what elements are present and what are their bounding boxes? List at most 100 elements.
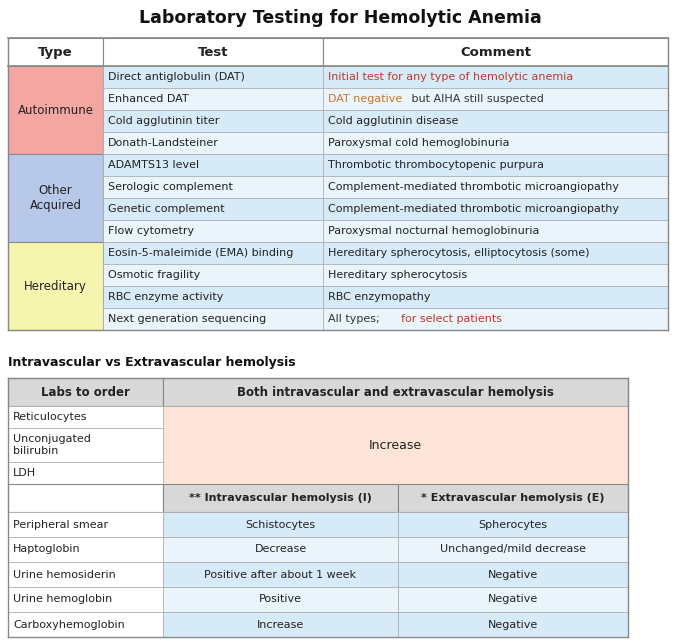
Bar [323, 154, 668, 176]
Bar [8, 512, 163, 537]
Text: Flow cytometry: Flow cytometry [108, 226, 194, 236]
Text: DAT negative: DAT negative [328, 94, 403, 104]
Bar [398, 562, 628, 587]
Text: All types;: All types; [328, 314, 383, 324]
Text: Test: Test [198, 46, 228, 59]
Text: Cold agglutinin disease: Cold agglutinin disease [328, 116, 458, 126]
Bar [103, 220, 323, 242]
Bar [398, 537, 628, 562]
Text: Cold agglutinin titer: Cold agglutinin titer [108, 116, 220, 126]
Bar [103, 154, 323, 176]
Text: for select patients: for select patients [401, 314, 503, 324]
Text: * Extravascular hemolysis (E): * Extravascular hemolysis (E) [421, 493, 605, 503]
Bar [323, 88, 668, 110]
Text: RBC enzyme activity: RBC enzyme activity [108, 292, 223, 302]
Bar [8, 537, 163, 562]
Bar [323, 132, 668, 154]
Text: Type: Type [38, 46, 73, 59]
Bar [8, 66, 103, 154]
Bar [163, 562, 398, 587]
Text: Increase: Increase [257, 620, 304, 629]
Text: Enhanced DAT: Enhanced DAT [108, 94, 188, 104]
Text: Comment: Comment [460, 46, 531, 59]
Text: Negative: Negative [488, 594, 538, 605]
Text: Unchanged/mild decrease: Unchanged/mild decrease [440, 544, 586, 554]
Bar [8, 154, 103, 242]
Bar [323, 220, 668, 242]
Text: Spherocytes: Spherocytes [479, 520, 547, 529]
Text: Other
Acquired: Other Acquired [29, 184, 82, 212]
Text: Direct antiglobulin (DAT): Direct antiglobulin (DAT) [108, 72, 245, 82]
Bar [163, 512, 398, 537]
Text: Serologic complement: Serologic complement [108, 182, 233, 192]
Bar [8, 406, 163, 428]
Text: Hereditary spherocytosis: Hereditary spherocytosis [328, 270, 467, 280]
Bar [323, 110, 668, 132]
Text: ** Intravascular hemolysis (I): ** Intravascular hemolysis (I) [189, 493, 372, 503]
Bar [103, 264, 323, 286]
Text: Urine hemoglobin: Urine hemoglobin [13, 594, 112, 605]
Bar [103, 132, 323, 154]
Bar [323, 308, 668, 330]
Bar [163, 537, 398, 562]
Bar [103, 242, 323, 264]
Text: Hereditary: Hereditary [24, 279, 87, 292]
Bar [398, 484, 628, 512]
Bar [8, 378, 163, 406]
Text: Next generation sequencing: Next generation sequencing [108, 314, 267, 324]
Text: Eosin-5-maleimide (EMA) binding: Eosin-5-maleimide (EMA) binding [108, 248, 293, 258]
Text: Reticulocytes: Reticulocytes [13, 412, 88, 422]
Text: Haptoglobin: Haptoglobin [13, 544, 81, 554]
Text: Peripheral smear: Peripheral smear [13, 520, 108, 529]
Bar [323, 264, 668, 286]
Bar [323, 198, 668, 220]
Bar [8, 462, 163, 484]
Text: Complement-mediated thrombotic microangiopathy: Complement-mediated thrombotic microangi… [328, 182, 619, 192]
Text: Hereditary spherocytosis, elliptocytosis (some): Hereditary spherocytosis, elliptocytosis… [328, 248, 590, 258]
Bar [8, 612, 163, 637]
Text: Negative: Negative [488, 569, 538, 580]
Text: Osmotic fragility: Osmotic fragility [108, 270, 200, 280]
Text: Labs to order: Labs to order [41, 386, 130, 399]
Text: Unconjugated
bilirubin: Unconjugated bilirubin [13, 434, 91, 456]
Bar [103, 88, 323, 110]
Bar [8, 562, 163, 587]
Text: Positive after about 1 week: Positive after about 1 week [205, 569, 356, 580]
Bar [323, 242, 668, 264]
Text: Increase: Increase [369, 439, 422, 451]
Text: Positive: Positive [259, 594, 302, 605]
Text: Negative: Negative [488, 620, 538, 629]
Bar [323, 66, 668, 88]
Bar [323, 286, 668, 308]
Bar [8, 428, 163, 462]
Text: Complement-mediated thrombotic microangiopathy: Complement-mediated thrombotic microangi… [328, 204, 619, 214]
Text: Both intravascular and extravascular hemolysis: Both intravascular and extravascular hem… [237, 386, 554, 399]
Bar [323, 176, 668, 198]
Text: Autoimmune: Autoimmune [18, 104, 94, 117]
Text: Intravascular vs Extravascular hemolysis: Intravascular vs Extravascular hemolysis [8, 355, 296, 368]
Text: Schistocytes: Schistocytes [245, 520, 316, 529]
Text: Urine hemosiderin: Urine hemosiderin [13, 569, 116, 580]
Bar [103, 308, 323, 330]
Bar [103, 38, 323, 66]
Text: but AIHA still suspected: but AIHA still suspected [408, 94, 544, 104]
Text: Laboratory Testing for Hemolytic Anemia: Laboratory Testing for Hemolytic Anemia [139, 9, 541, 27]
Text: RBC enzymopathy: RBC enzymopathy [328, 292, 430, 302]
Text: Carboxyhemoglobin: Carboxyhemoglobin [13, 620, 124, 629]
Bar [398, 587, 628, 612]
Text: Decrease: Decrease [254, 544, 307, 554]
Bar [8, 38, 103, 66]
Text: LDH: LDH [13, 468, 36, 478]
Bar [163, 406, 628, 484]
Bar [163, 587, 398, 612]
Bar [323, 38, 668, 66]
Text: Initial test for any type of hemolytic anemia: Initial test for any type of hemolytic a… [328, 72, 573, 82]
Text: ADAMTS13 level: ADAMTS13 level [108, 160, 199, 170]
Text: Genetic complement: Genetic complement [108, 204, 224, 214]
Bar [8, 484, 163, 512]
Text: Donath-Landsteiner: Donath-Landsteiner [108, 138, 219, 148]
Bar [163, 484, 398, 512]
Bar [163, 378, 628, 406]
Text: Paroxysmal cold hemoglobinuria: Paroxysmal cold hemoglobinuria [328, 138, 509, 148]
Bar [103, 110, 323, 132]
